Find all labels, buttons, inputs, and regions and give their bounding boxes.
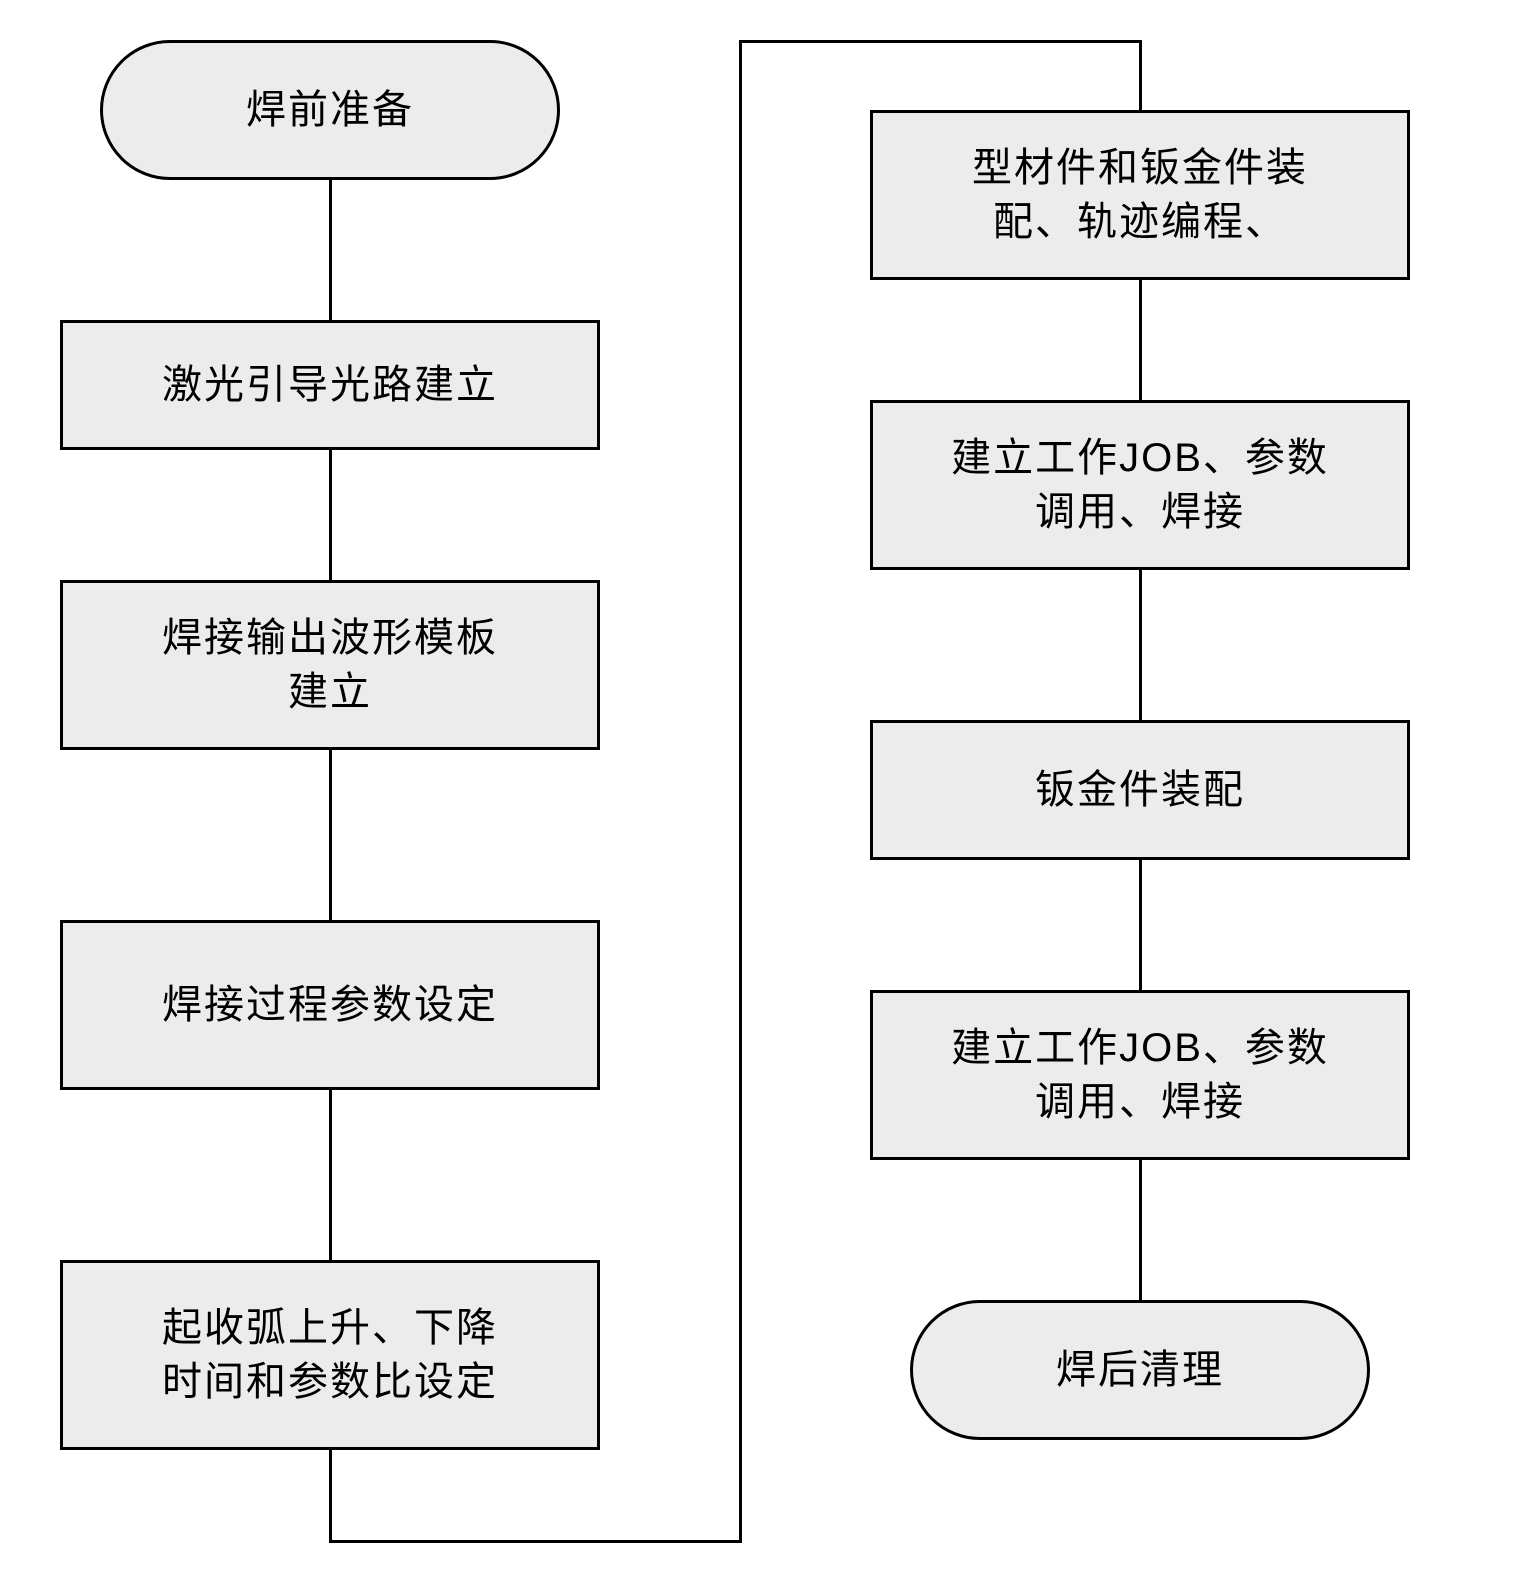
flow-edge [329, 180, 332, 320]
flowchart-canvas: 焊前准备激光引导光路建立焊接输出波形模板建立焊接过程参数设定起收弧上升、下降时间… [0, 0, 1524, 1596]
flow-edge [329, 1090, 332, 1260]
flow-edge [329, 750, 332, 920]
flow-node-n7: 建立工作JOB、参数调用、焊接 [870, 400, 1410, 570]
flow-node-n8: 钣金件装配 [870, 720, 1410, 860]
flow-edge [1139, 570, 1142, 720]
flow-edge [1139, 860, 1142, 990]
flow-edge [1139, 40, 1142, 110]
flow-node-n4: 焊接过程参数设定 [60, 920, 600, 1090]
flow-node-n2: 激光引导光路建立 [60, 320, 600, 450]
flow-edge [329, 450, 332, 580]
flow-node-n10: 焊后清理 [910, 1300, 1370, 1440]
flow-node-n6: 型材件和钣金件装配、轨迹编程、 [870, 110, 1410, 280]
flow-edge [739, 40, 1142, 43]
flow-node-n9: 建立工作JOB、参数调用、焊接 [870, 990, 1410, 1160]
flow-node-n5: 起收弧上升、下降时间和参数比设定 [60, 1260, 600, 1450]
flow-edge [329, 1450, 332, 1543]
flow-node-n1: 焊前准备 [100, 40, 560, 180]
flow-edge [739, 40, 742, 1543]
flow-edge [1139, 1160, 1142, 1300]
flow-edge [1139, 280, 1142, 400]
flow-edge [329, 1540, 742, 1543]
flow-node-n3: 焊接输出波形模板建立 [60, 580, 600, 750]
